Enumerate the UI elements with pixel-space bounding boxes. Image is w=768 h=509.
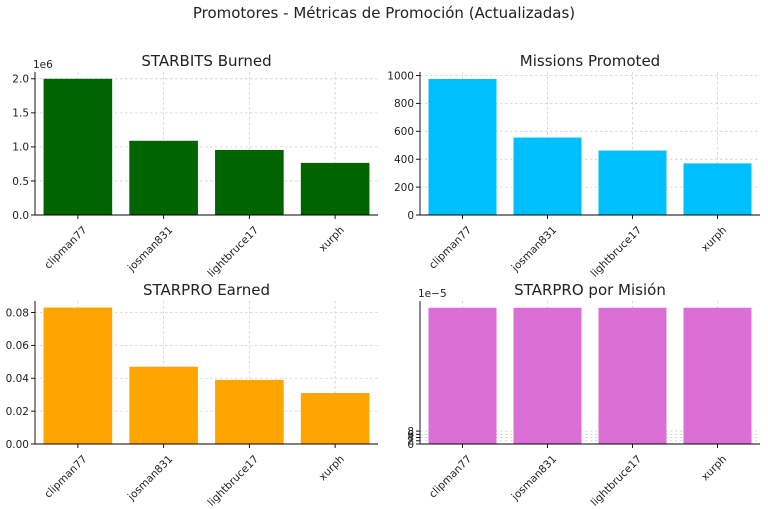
y-tick-label: 0.04 xyxy=(6,373,30,385)
y-tick-label: 0 xyxy=(407,210,414,222)
bar-clipman77 xyxy=(428,78,497,215)
x-tick-label: xurph xyxy=(317,453,347,483)
y-tick-label: 400 xyxy=(394,154,414,166)
x-tick-label: lightbruce17 xyxy=(206,224,262,280)
x-tick-label: clipman77 xyxy=(427,453,474,500)
y-tick-label: 0.5 xyxy=(12,176,29,188)
bar-xurph xyxy=(300,162,370,215)
x-tick-label: josman831 xyxy=(125,453,175,503)
subplot-title: Missions Promoted xyxy=(520,52,660,70)
x-tick-label: josman831 xyxy=(509,453,559,503)
y-tick-label: 0.06 xyxy=(6,340,30,352)
y-tick-label: 1000 xyxy=(387,70,414,82)
y-tick-label: 0.02 xyxy=(6,406,29,418)
y-tick-label: 6 xyxy=(407,429,414,441)
x-tick-label: lightbruce17 xyxy=(206,453,262,509)
y-tick-label: 0.0 xyxy=(12,210,29,222)
x-tick-label: xurph xyxy=(317,224,347,254)
x-tick-label: clipman77 xyxy=(427,224,474,271)
subplot-title: STARPRO por Misión xyxy=(514,281,666,299)
bar-lightbruce17 xyxy=(215,379,284,444)
x-tick-label: josman831 xyxy=(125,224,175,274)
bar-clipman77 xyxy=(43,78,113,215)
bar-josman831 xyxy=(129,140,198,215)
y-tick-label: 1.0 xyxy=(12,142,29,154)
subplot-2: 0 200 400 600 800 1000 clipman77 josman831 light… xyxy=(387,52,760,280)
y-tick-label: 600 xyxy=(394,126,414,138)
bar-josman831 xyxy=(513,307,582,444)
x-tick-label: clipman77 xyxy=(42,453,89,500)
y-tick-label: 800 xyxy=(394,98,414,110)
axis-offset-text: 1e6 xyxy=(33,59,53,71)
y-tick-label: 1.5 xyxy=(12,108,29,120)
x-tick-label: lightbruce17 xyxy=(589,453,645,509)
bar-lightbruce17 xyxy=(215,149,284,215)
subplot-1: 0.0 0.5 1.0 1.5 2.0 clipman77 josman831 lightbr… xyxy=(12,52,378,280)
subplot-3: 0.00 0.02 0.04 0.06 0.08 clipman77 josman831 li… xyxy=(6,281,378,509)
y-tick-label: 200 xyxy=(394,182,414,194)
subplots: 0.0 0.5 1.0 1.5 2.0 clipman77 josman831 lightbr… xyxy=(6,52,760,509)
figure-title: Promotores - Métricas de Promoción (Actu… xyxy=(193,4,575,22)
y-tick-label: 0.08 xyxy=(6,307,29,319)
x-tick-label: lightbruce17 xyxy=(589,224,645,280)
x-tick-label: clipman77 xyxy=(42,224,89,271)
x-tick-label: josman831 xyxy=(509,224,559,274)
axis-offset-text: 1e−5 xyxy=(418,288,447,300)
y-tick-label: 2 xyxy=(407,436,414,448)
y-tick-label: 0.00 xyxy=(6,439,29,451)
x-tick-label: xurph xyxy=(699,224,729,254)
bar-xurph xyxy=(300,393,370,444)
y-tick-label: 2.0 xyxy=(12,74,29,86)
bar-xurph xyxy=(683,307,752,444)
y-tick-label: 4 xyxy=(407,432,414,444)
bar-lightbruce17 xyxy=(598,307,667,444)
bar-josman831 xyxy=(513,137,582,215)
y-tick-label: 8 xyxy=(407,426,414,438)
bar-clipman77 xyxy=(43,307,113,444)
bar-clipman77 xyxy=(428,307,497,444)
bar-lightbruce17 xyxy=(598,150,667,215)
bar-josman831 xyxy=(129,366,198,444)
subplot-title: STARPRO Earned xyxy=(143,281,270,299)
subplot-title: STARBITS Burned xyxy=(141,52,271,70)
y-tick-label: 0 xyxy=(407,439,414,451)
x-tick-label: xurph xyxy=(699,453,729,483)
bar-xurph xyxy=(683,163,752,215)
